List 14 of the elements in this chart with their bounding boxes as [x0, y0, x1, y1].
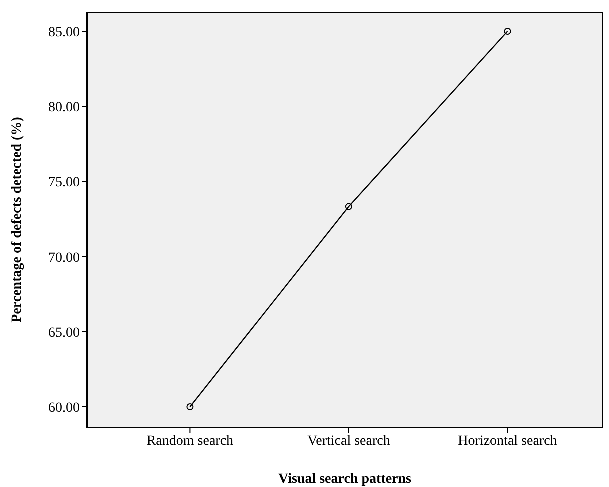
- y-tick-label: 60.00: [48, 400, 80, 416]
- point: [186, 403, 194, 410]
- y-tick-label: 75.00: [48, 176, 80, 191]
- x-tick-label: Vertical search: [308, 434, 390, 449]
- y-tick-label: 70.00: [48, 250, 80, 266]
- y-tick-label: 80.00: [48, 100, 80, 116]
- y-axis-title: Percentage of defects detected (%): [10, 116, 25, 323]
- x-axis-title: Visual search patterns: [278, 472, 412, 487]
- point: [504, 28, 512, 36]
- x-tick-label: Horizontal search: [458, 434, 558, 449]
- point: [345, 203, 352, 210]
- y-tick-label: 85.00: [48, 25, 80, 40]
- y-tick-label: 65.00: [48, 326, 80, 341]
- x-tick-label: Random search: [146, 434, 234, 449]
